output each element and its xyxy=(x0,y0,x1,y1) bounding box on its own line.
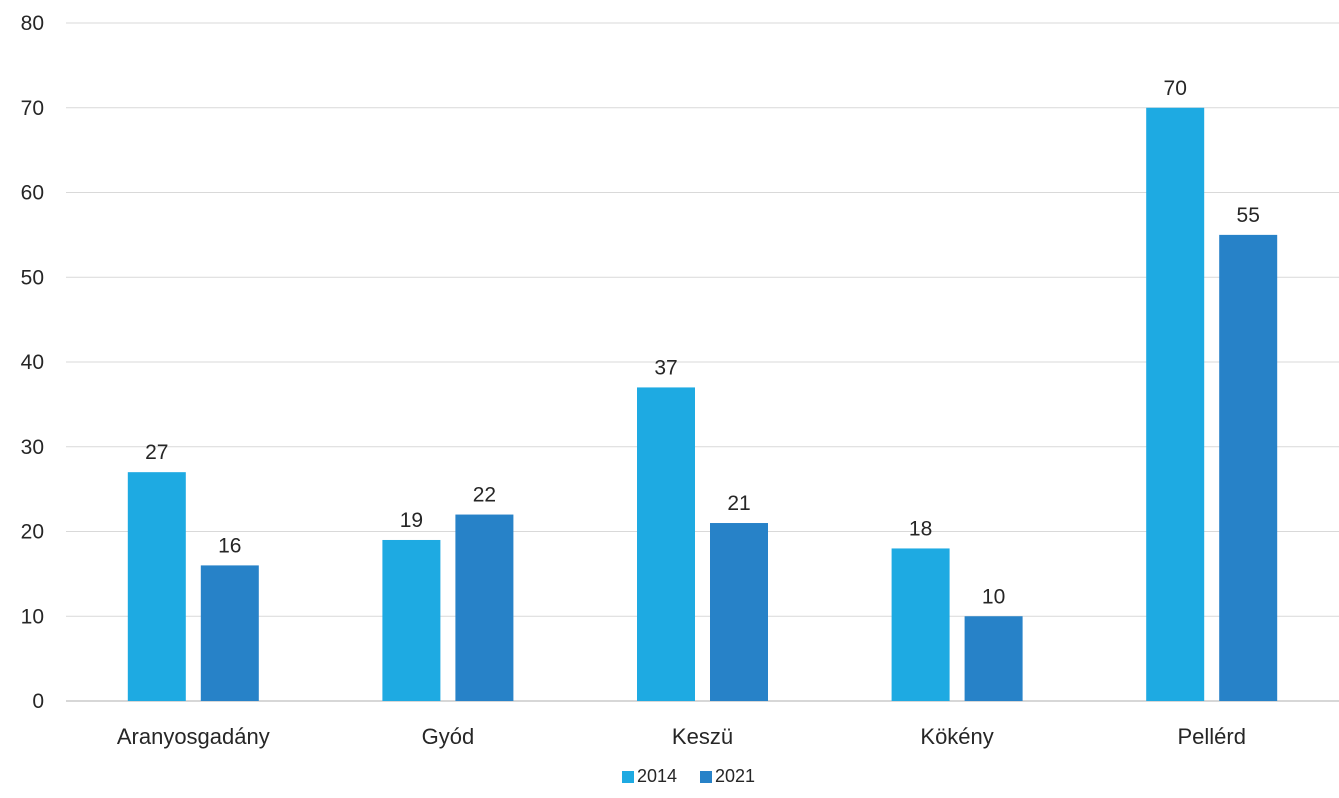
x-category-label: Aranyosgadány xyxy=(117,724,270,749)
y-tick-label: 20 xyxy=(21,521,44,544)
bar-2014-Kökény xyxy=(891,548,950,701)
y-tick-label: 30 xyxy=(21,436,44,459)
bar-2014-Pellérd xyxy=(1146,107,1205,701)
y-tick-label: 80 xyxy=(21,12,44,35)
x-category-label: Keszü xyxy=(672,724,733,749)
data-label-2014-Keszü: 37 xyxy=(654,356,677,379)
data-label-2014-Kökény: 18 xyxy=(909,517,932,540)
x-category-label: Kökény xyxy=(920,724,993,749)
x-category-label: Gyód xyxy=(422,724,475,749)
data-label-2014-Pellérd: 70 xyxy=(1164,77,1187,100)
x-axis-category-labels: Aranyosgadány Gyód Keszü Kökény Pellérd xyxy=(117,724,1246,749)
legend-swatch-2014 xyxy=(622,771,634,783)
data-label-2021-Keszü: 21 xyxy=(727,492,750,515)
y-tick-label: 40 xyxy=(21,351,44,374)
legend: 2014 2021 xyxy=(622,766,755,786)
data-label-2021-Gyód: 22 xyxy=(473,484,496,507)
y-tick-label: 70 xyxy=(21,97,44,120)
bar-2014-Keszü xyxy=(637,387,695,701)
data-label-2014-Aranyosgadány: 27 xyxy=(145,441,168,464)
bar-2021-Gyód xyxy=(455,514,514,701)
y-tick-label: 60 xyxy=(21,182,44,205)
y-tick-label: 10 xyxy=(21,605,44,628)
legend-label-2021: 2021 xyxy=(715,766,755,786)
bar-2021-Kökény xyxy=(964,616,1023,701)
y-tick-label: 50 xyxy=(21,266,44,289)
bar-2014-Gyód xyxy=(382,539,441,701)
data-labels: 27 16 19 22 37 21 18 10 70 55 xyxy=(145,77,1260,609)
data-label-2021-Aranyosgadány: 16 xyxy=(218,534,241,557)
bar-2014-Aranyosgadány xyxy=(127,472,186,701)
data-label-2014-Gyód: 19 xyxy=(400,509,423,532)
data-label-2021-Kökény: 10 xyxy=(982,585,1005,608)
bar-2021-Pellérd xyxy=(1219,234,1278,701)
y-tick-label: 0 xyxy=(32,690,44,713)
bars xyxy=(127,107,1278,701)
legend-swatch-2021 xyxy=(700,771,712,783)
x-category-label: Pellérd xyxy=(1177,724,1245,749)
bar-2021-Aranyosgadány xyxy=(200,565,259,701)
bar-2021-Keszü xyxy=(710,523,768,701)
gridlines xyxy=(66,22,1339,702)
y-axis-tick-labels: 0 10 20 30 40 50 60 70 80 xyxy=(21,12,44,713)
legend-label-2014: 2014 xyxy=(637,766,677,786)
data-label-2021-Pellérd: 55 xyxy=(1237,204,1260,227)
